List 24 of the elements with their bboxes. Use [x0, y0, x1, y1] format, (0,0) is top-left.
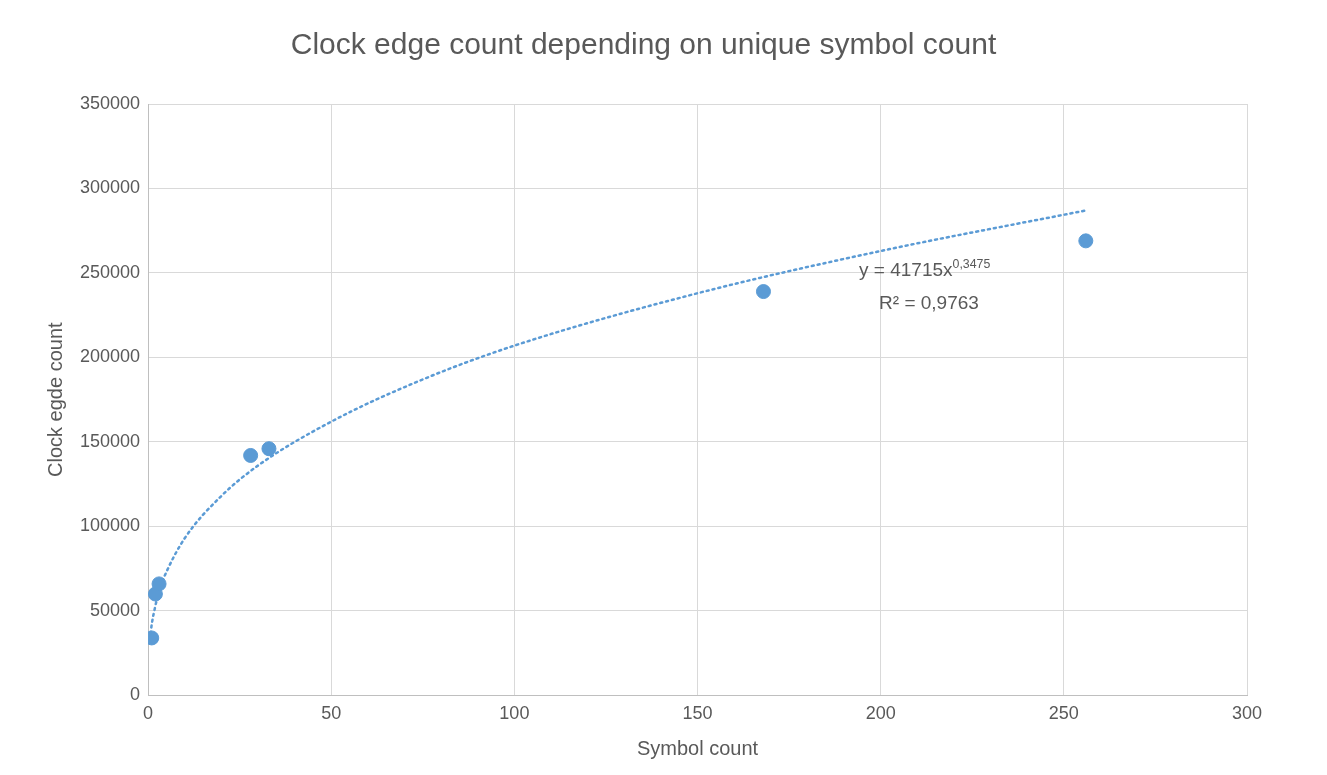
y-tick-label: 150000 [79, 430, 141, 451]
point [151, 576, 167, 592]
y-tick-label: 100000 [79, 515, 141, 536]
x-axis-title: Symbol count [636, 736, 759, 759]
x-tick-label: 200 [865, 703, 896, 724]
y-tick-label: 300000 [79, 177, 141, 198]
point [261, 441, 277, 457]
y-tick-label: 0 [130, 684, 141, 705]
y-axis-title: Clock egde count [43, 321, 66, 477]
point [1078, 233, 1094, 249]
x-tick-label: 250 [1048, 703, 1079, 724]
point [755, 284, 771, 300]
y-tick-label: 250000 [79, 261, 141, 282]
y-tick-label: 200000 [79, 346, 141, 367]
y-tick-label: 50000 [90, 599, 141, 620]
x-tick-label: 0 [143, 703, 154, 724]
x-tick-label: 50 [321, 703, 342, 724]
annotation: R² = 0,9763 [879, 292, 979, 313]
point [243, 447, 259, 463]
y-tick-label: 350000 [79, 92, 141, 113]
x-tick-label: 300 [1231, 703, 1263, 724]
chart-title: Clock edge count depending on unique symbol count [290, 27, 997, 61]
x-tick-label: 100 [499, 703, 530, 724]
x-tick-label: 150 [682, 703, 713, 724]
